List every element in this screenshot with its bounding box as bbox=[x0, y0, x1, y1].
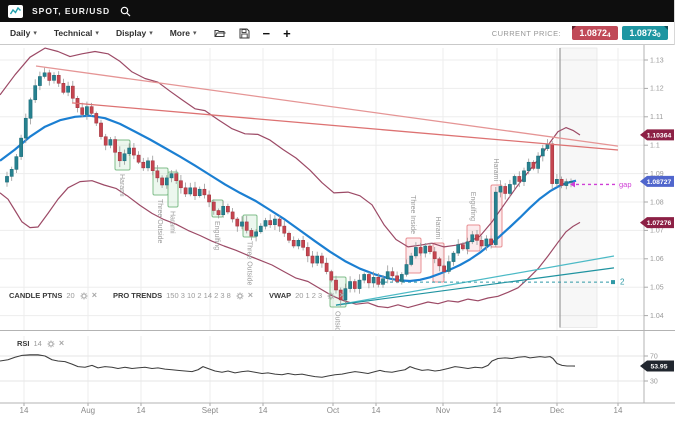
svg-text:1.10364: 1.10364 bbox=[647, 132, 672, 139]
svg-text:Engulfing: Engulfing bbox=[469, 192, 476, 221]
svg-text:Sept: Sept bbox=[202, 406, 219, 415]
menu-daily[interactable]: Daily ▾ bbox=[10, 28, 37, 38]
chevron-down-icon: ▾ bbox=[193, 29, 197, 37]
price-badges: 1.10364 1.08727 1.07276 53.95 bbox=[640, 129, 674, 372]
open-folder-icon[interactable] bbox=[214, 28, 226, 38]
svg-text:Outside: Outside bbox=[334, 311, 341, 335]
svg-text:1.05: 1.05 bbox=[650, 285, 664, 292]
close-icon[interactable]: × bbox=[339, 290, 345, 300]
svg-text:Three Outside: Three Outside bbox=[246, 241, 253, 285]
legend-pro-trends: PRO TRENDS 150 3 10 2 14 2 3 8 × bbox=[112, 290, 254, 301]
candles-layer bbox=[5, 67, 573, 307]
indicator-legend-row: CANDLE PTNS 20 × PRO TRENDS 150 3 10 2 1… bbox=[9, 290, 361, 301]
search-icon[interactable] bbox=[120, 6, 131, 17]
svg-text:Three Inside: Three Inside bbox=[409, 195, 416, 234]
svg-text:Harami: Harami bbox=[434, 216, 441, 239]
chart-logo-icon bbox=[8, 4, 23, 18]
close-icon[interactable]: × bbox=[247, 290, 254, 300]
trendline-resistance-2 bbox=[71, 102, 619, 151]
current-price-area: CURRENT PRICE: 1.0872 4 1.0873 0 bbox=[492, 26, 668, 40]
svg-text:1.13: 1.13 bbox=[650, 57, 664, 64]
svg-text:1.09: 1.09 bbox=[650, 171, 664, 178]
tick-up-icon bbox=[664, 26, 668, 30]
svg-text:2: 2 bbox=[620, 278, 625, 287]
title-bar: SPOT, EUR/USD bbox=[0, 0, 674, 22]
save-icon[interactable] bbox=[239, 28, 250, 39]
svg-text:Harami: Harami bbox=[492, 158, 499, 181]
svg-text:Harami: Harami bbox=[118, 174, 125, 197]
svg-text:14: 14 bbox=[259, 406, 268, 415]
svg-text:Aug: Aug bbox=[81, 406, 95, 415]
svg-text:Nov: Nov bbox=[436, 406, 450, 415]
bid-price-badge[interactable]: 1.0872 4 bbox=[572, 26, 618, 40]
svg-text:1.07: 1.07 bbox=[650, 228, 664, 235]
vwap-line bbox=[0, 114, 577, 283]
gridlines bbox=[0, 48, 644, 403]
chart-area: 2 gap Harami Three Outside Harami Engulfing Th… bbox=[0, 45, 675, 417]
trendline-resistance-1 bbox=[35, 65, 619, 147]
svg-text:14: 14 bbox=[20, 406, 29, 415]
menu-display[interactable]: Display ▾ bbox=[115, 28, 153, 38]
svg-text:1.08727: 1.08727 bbox=[647, 179, 672, 186]
projection-shade bbox=[559, 47, 598, 328]
time-axis-labels: 14 Aug 14 Sept 14 Oct 14 Nov 14 Dec 14 bbox=[20, 403, 623, 415]
legend-candle-patterns: CANDLE PTNS 20 × bbox=[9, 290, 97, 301]
svg-text:Three Outside: Three Outside bbox=[156, 199, 163, 243]
gear-icon[interactable] bbox=[47, 340, 55, 348]
svg-text:1.06: 1.06 bbox=[650, 256, 664, 263]
svg-text:14: 14 bbox=[614, 406, 623, 415]
rsi-panel bbox=[0, 354, 576, 378]
gear-icon[interactable] bbox=[327, 292, 335, 300]
svg-text:14: 14 bbox=[372, 406, 381, 415]
svg-text:70: 70 bbox=[650, 353, 658, 360]
chevron-down-icon: ▾ bbox=[149, 29, 153, 37]
menu-technical[interactable]: Technical ▾ bbox=[53, 28, 99, 38]
svg-text:14: 14 bbox=[137, 406, 146, 415]
zoom-out-button[interactable]: − bbox=[262, 25, 271, 41]
svg-text:1.12: 1.12 bbox=[650, 86, 664, 93]
gear-icon[interactable] bbox=[236, 292, 244, 300]
legend-rsi: RSI 14 × bbox=[17, 338, 65, 349]
svg-text:1.08: 1.08 bbox=[650, 199, 664, 206]
svg-text:53.95: 53.95 bbox=[650, 363, 667, 370]
svg-text:1.11: 1.11 bbox=[650, 114, 663, 121]
svg-text:Dec: Dec bbox=[550, 406, 564, 415]
zoom-in-button[interactable]: + bbox=[283, 25, 291, 41]
menu-more[interactable]: More ▾ bbox=[169, 28, 197, 38]
bollinger-bands bbox=[0, 47, 581, 309]
rsi-line bbox=[0, 354, 576, 378]
pattern-labels: Harami Three Outside Harami Engulfing Three … bbox=[118, 158, 499, 335]
svg-text:Harami: Harami bbox=[169, 211, 176, 234]
rsi-legend: RSI 14 × bbox=[17, 338, 80, 349]
trendline-support-2 bbox=[335, 267, 615, 306]
svg-text:1.04: 1.04 bbox=[650, 313, 664, 320]
svg-text:1.1: 1.1 bbox=[650, 143, 660, 150]
svg-text:1.07276: 1.07276 bbox=[647, 220, 672, 227]
toolbar: Daily ▾ Technical ▾ Display ▾ More ▾ − +… bbox=[0, 22, 674, 45]
level-2-marker bbox=[611, 280, 615, 285]
symbol-title: SPOT, EUR/USD bbox=[32, 6, 111, 16]
trendline-support-1 bbox=[335, 255, 615, 306]
svg-text:30: 30 bbox=[650, 378, 658, 385]
ask-price-badge[interactable]: 1.0873 0 bbox=[622, 26, 668, 40]
chevron-down-icon: ▾ bbox=[33, 29, 37, 37]
gear-icon[interactable] bbox=[80, 292, 88, 300]
svg-text:Engulfing: Engulfing bbox=[213, 221, 220, 250]
svg-text:gap: gap bbox=[619, 180, 632, 189]
current-price-label: CURRENT PRICE: bbox=[491, 28, 561, 38]
svg-text:Oct: Oct bbox=[327, 406, 340, 415]
chevron-down-icon: ▾ bbox=[95, 29, 99, 37]
price-axis-labels: 1.13 1.12 1.11 1.1 1.09 1.08 1.07 1.06 1.05 1.04 7… bbox=[644, 57, 664, 385]
svg-text:14: 14 bbox=[493, 406, 502, 415]
tick-down-icon bbox=[572, 26, 576, 30]
legend-vwap: VWAP 20 1 2 3 × bbox=[269, 290, 345, 301]
close-icon[interactable]: × bbox=[91, 290, 97, 300]
close-icon[interactable]: × bbox=[58, 338, 65, 348]
price-chart[interactable]: 2 gap Harami Three Outside Harami Engulfing Th… bbox=[0, 45, 675, 417]
